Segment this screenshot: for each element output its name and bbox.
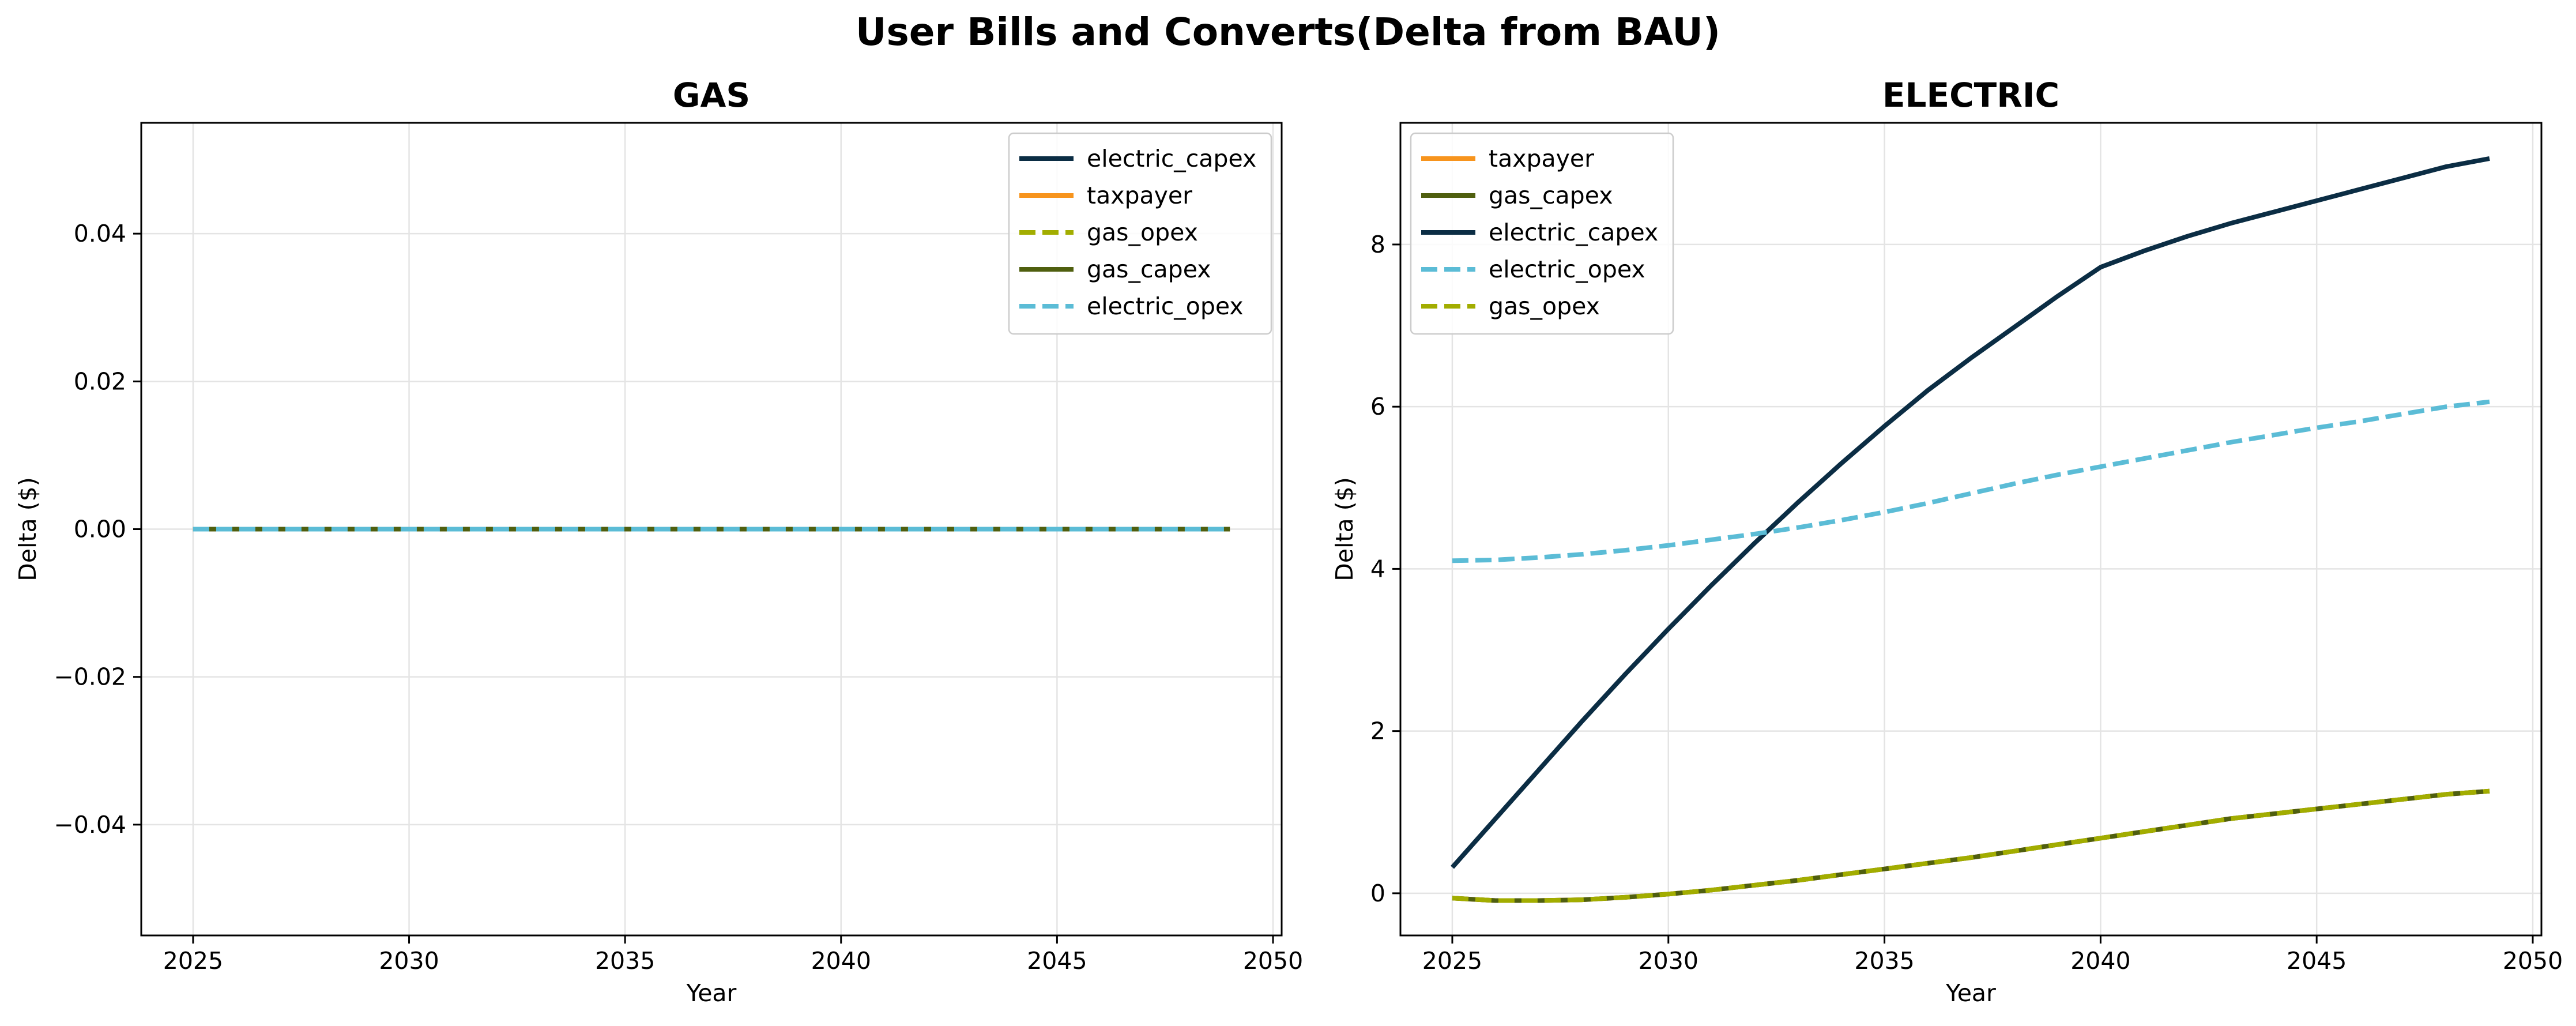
gas-x-tick-label: 2040 — [811, 947, 871, 975]
electric-legend-label-gas-capex: gas_capex — [1489, 182, 1613, 209]
figure-title: User Bills and Converts(Delta from BAU) — [856, 10, 1720, 54]
electric-legend-label-electric-opex: electric_opex — [1489, 255, 1645, 283]
gas-legend-box — [1008, 132, 1272, 335]
gas-legend-label-gas-capex: gas_capex — [1087, 255, 1211, 283]
gas-legend-label-electric-opex: electric_opex — [1087, 292, 1244, 320]
electric-x-tick-label: 2035 — [1854, 947, 1914, 975]
gas-legend-label-electric-capex: electric_capex — [1087, 145, 1256, 172]
gas-panel: GAS 2025 2030 2035 2040 2045 2050 −0.04 −0.02 0.0… — [14, 76, 1303, 1007]
electric-legend: taxpayer gas_capex electric_capex electric_… — [1410, 132, 1674, 335]
electric-series-electric-capex-line — [1451, 156, 2490, 869]
electric-y-tick-label: 2 — [1370, 717, 1385, 745]
gas-x-axis-label: Year — [686, 979, 737, 1007]
electric-y-tick-label: 0 — [1370, 880, 1385, 907]
electric-legend-label-taxpayer: taxpayer — [1489, 145, 1594, 172]
electric-y-tick-label: 6 — [1370, 393, 1385, 420]
electric-y-tick-label: 4 — [1370, 555, 1385, 582]
electric-x-tick-label: 2040 — [2070, 947, 2130, 975]
electric-legend-label-electric-capex: electric_capex — [1489, 219, 1658, 246]
gas-y-tick-label: −0.04 — [54, 811, 126, 839]
electric-x-tick-label: 2050 — [2503, 947, 2563, 975]
gas-panel-title: GAS — [673, 76, 750, 115]
electric-x-tick-label: 2025 — [1422, 947, 1482, 975]
gas-y-tick-label: 0.04 — [74, 220, 126, 247]
electric-series-electric-opex-line — [1452, 399, 2490, 563]
electric-legend-label-gas-opex: gas_opex — [1489, 292, 1600, 320]
electric-y-tick-label: 8 — [1370, 231, 1385, 258]
gas-y-axis-label: Delta ($) — [14, 477, 42, 581]
electric-panel: ELECTRIC 2025 2030 2035 2040 2045 2050 0 2 4 6 8 Yea… — [1331, 76, 2563, 1007]
electric-x-tick-label: 2030 — [1639, 947, 1698, 975]
gas-legend-label-taxpayer: taxpayer — [1087, 182, 1192, 209]
gas-legend: electric_capex taxpayer gas_opex gas_capexe… — [1008, 132, 1272, 335]
gas-x-tick-label: 2050 — [1243, 947, 1303, 975]
electric-panel-title: ELECTRIC — [1882, 76, 2059, 115]
electric-x-axis-label: Year — [1945, 979, 1996, 1007]
gas-y-tick-label: 0.00 — [74, 516, 126, 543]
gas-x-tick-label: 2045 — [1027, 947, 1087, 975]
gas-legend-label-gas-opex: gas_opex — [1087, 219, 1198, 246]
gas-x-tick-label: 2025 — [163, 947, 223, 975]
electric-y-axis-label: Delta ($) — [1331, 477, 1358, 581]
electric-plot-frame — [1399, 122, 2543, 937]
electric-x-tick-label: 2045 — [2287, 947, 2347, 975]
gas-y-tick-label: −0.02 — [54, 663, 126, 691]
electric-series-gas-opex-line — [1452, 788, 2490, 903]
gas-x-tick-label: 2035 — [595, 947, 655, 975]
gas-y-tick-label: 0.02 — [74, 367, 126, 395]
gas-x-tick-label: 2030 — [379, 947, 439, 975]
electric-legend-box — [1410, 132, 1674, 335]
